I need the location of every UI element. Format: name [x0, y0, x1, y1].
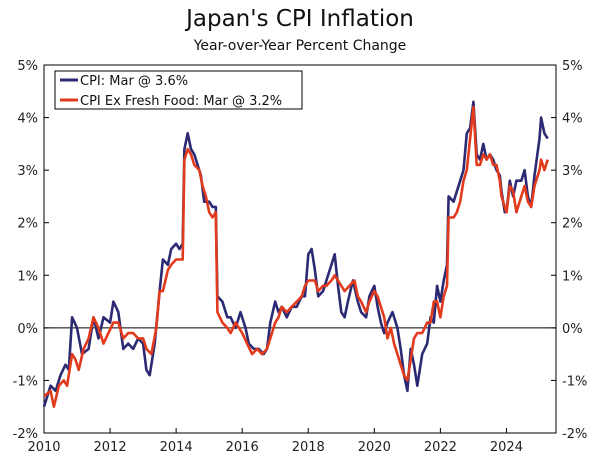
chart-subtitle: Year-over-Year Percent Change	[193, 38, 407, 54]
y-tick-label-right: 3%	[562, 164, 583, 179]
y-tick-label-right: 0%	[562, 322, 583, 337]
x-tick-label: 2016	[226, 440, 259, 455]
plot-frame	[43, 64, 557, 434]
legend-label-cpi: CPI: Mar @ 3.6%	[80, 74, 188, 89]
y-tick-label-left: 0%	[17, 322, 38, 337]
x-tick-label: 2014	[160, 440, 193, 455]
y-tick-label-left: 1%	[17, 269, 38, 284]
y-tick-label-left: -2%	[13, 427, 38, 442]
y-tick-label-right: 2%	[562, 217, 583, 232]
x-tick-label: 2010	[27, 440, 60, 455]
x-tick-label: 2018	[292, 440, 325, 455]
axis-ticks: 2010 2012 2014 2016 2018 2020 2022 2024 5% 5% 4% 4%…	[13, 59, 588, 455]
y-tick-label-left: 2%	[17, 217, 38, 232]
legend-label-cpi-ex-fresh-food: CPI Ex Fresh Food: Mar @ 3.2%	[80, 94, 282, 109]
y-tick-label-left: 4%	[17, 112, 38, 127]
x-tick-label: 2012	[94, 440, 127, 455]
x-tick-label: 2024	[490, 440, 523, 455]
y-tick-label-left: -1%	[13, 374, 38, 389]
y-tick-label-right: 4%	[562, 112, 583, 127]
y-tick-label-left: 3%	[17, 164, 38, 179]
y-tick-label-right: 5%	[562, 59, 583, 74]
series-line-cpi-ex-fresh-food	[43, 105, 549, 408]
x-tick-label: 2020	[358, 440, 391, 455]
legend-box	[54, 70, 303, 110]
y-tick-label-right: -2%	[562, 427, 587, 442]
chart-title: Japan's CPI Inflation	[186, 6, 414, 32]
y-tick-label-left: 5%	[17, 59, 38, 74]
legend: CPI: Mar @ 3.6% CPI Ex Fresh Food: Mar @…	[54, 70, 303, 110]
x-tick-label: 2022	[424, 440, 457, 455]
series-lines	[42, 100, 549, 408]
series-line-cpi	[42, 100, 549, 408]
y-tick-label-right: 1%	[562, 269, 583, 284]
y-tick-label-right: -1%	[562, 374, 587, 389]
